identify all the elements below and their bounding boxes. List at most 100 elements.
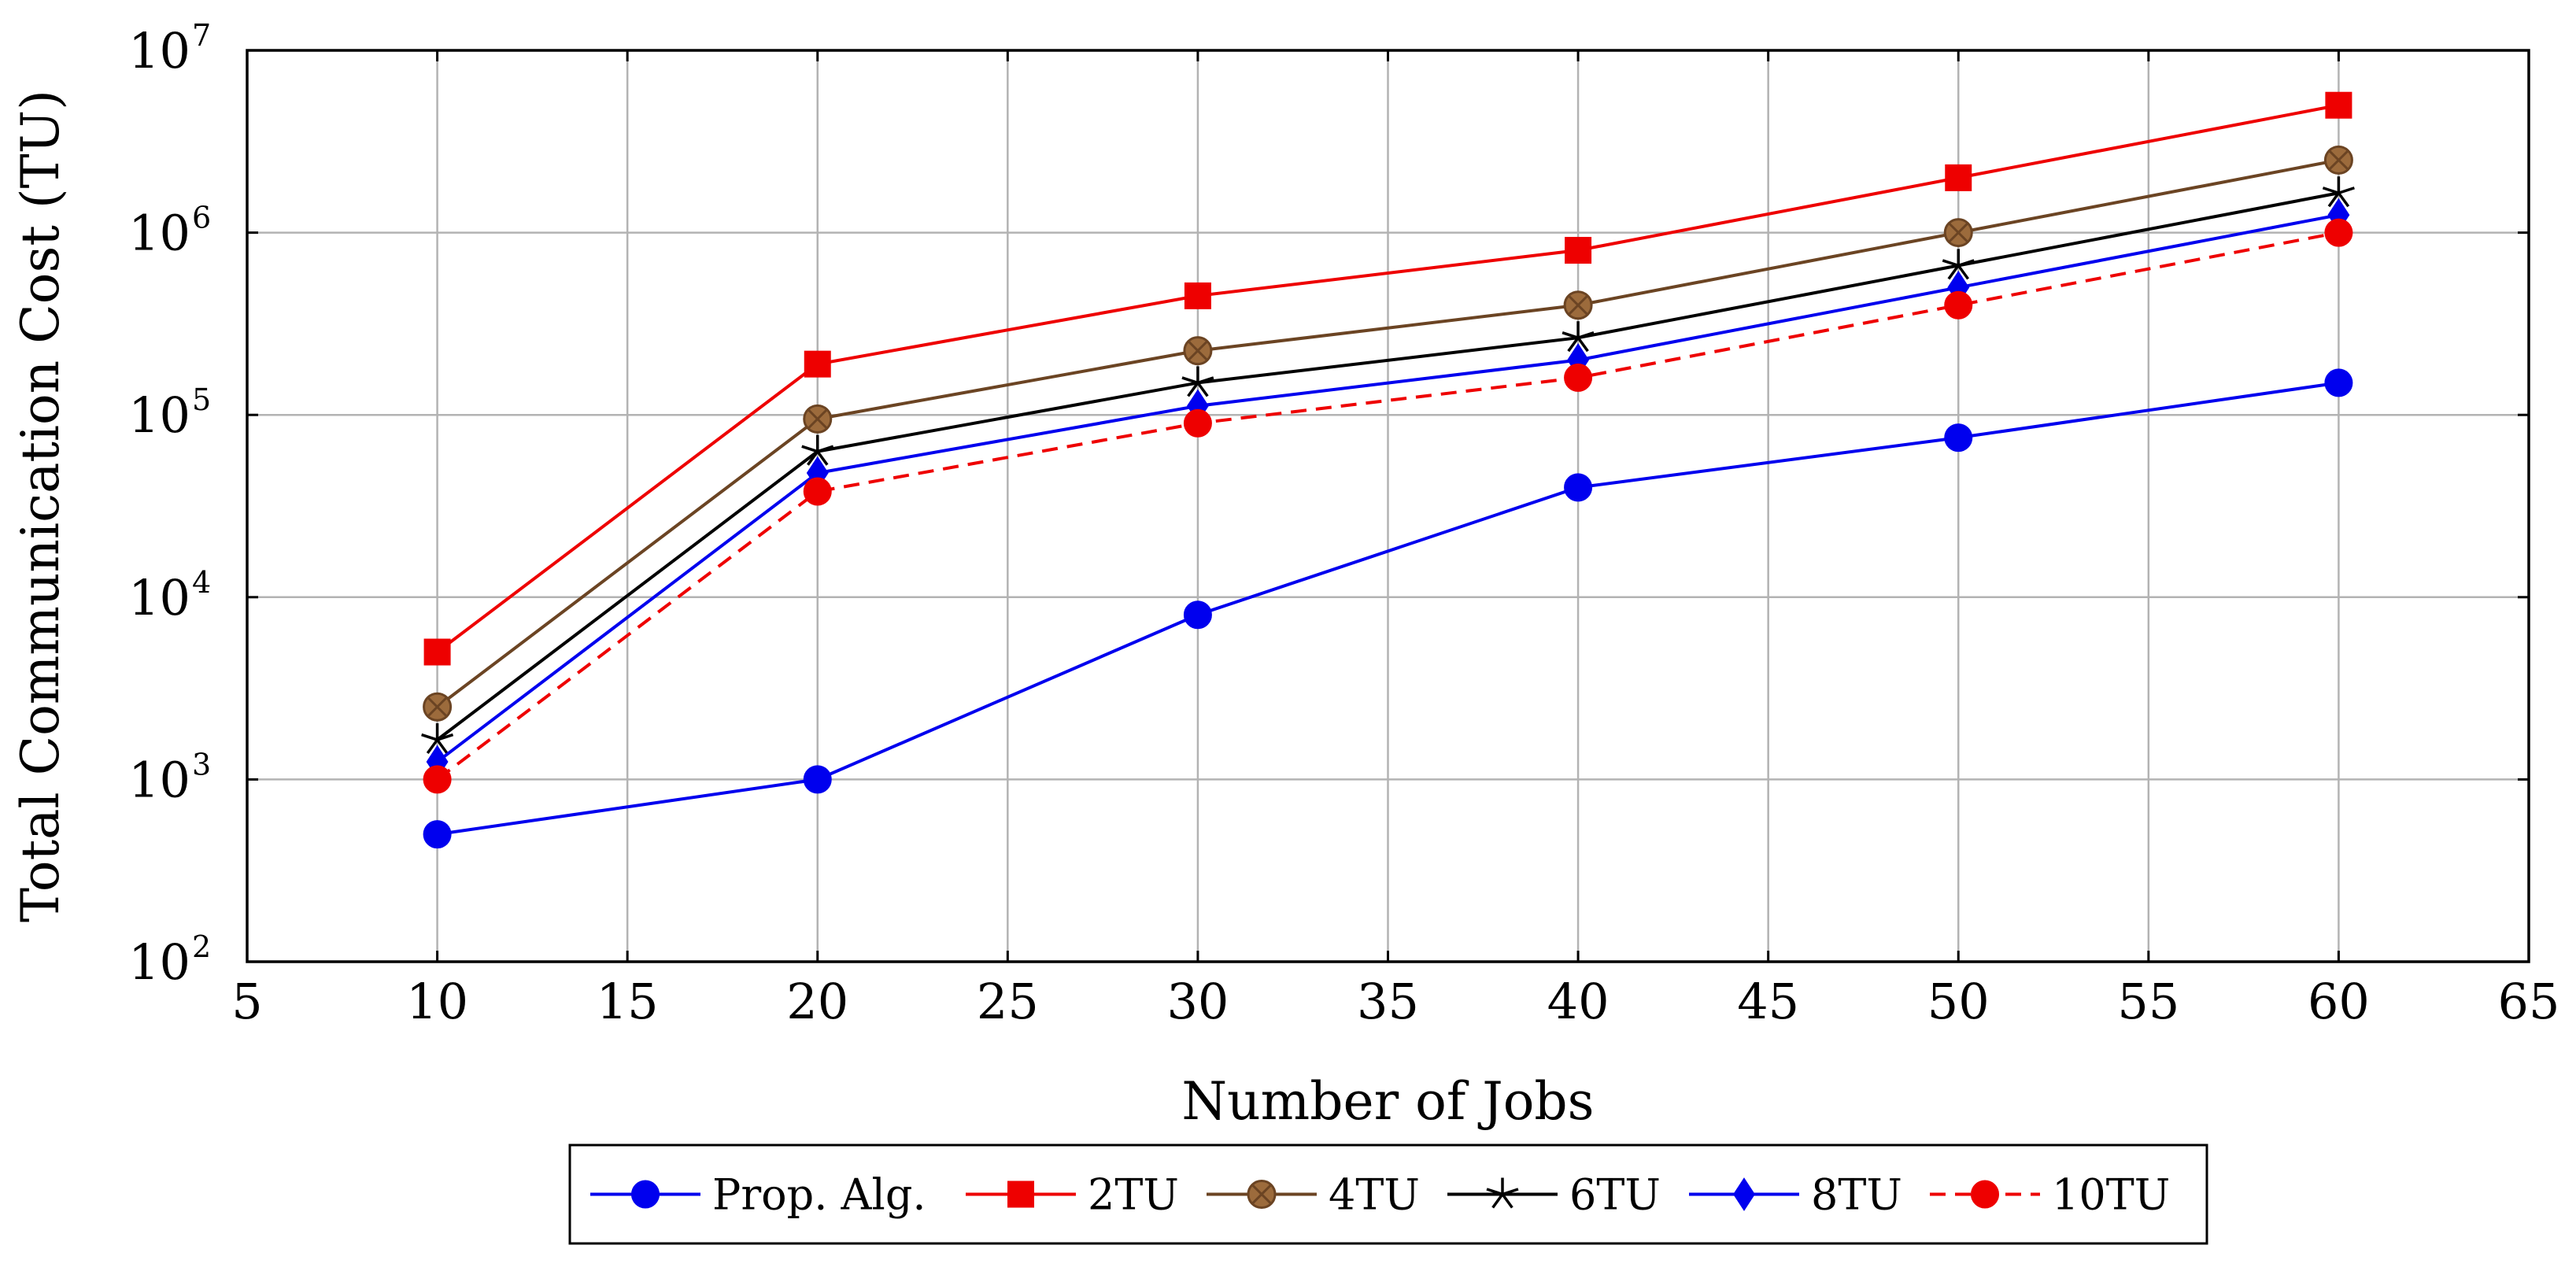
data-point bbox=[1565, 237, 1592, 264]
series-6tu bbox=[421, 176, 2355, 755]
x-tick-label: 5 bbox=[231, 973, 262, 1030]
x-tick-label: 20 bbox=[786, 973, 848, 1030]
data-point bbox=[803, 404, 833, 434]
legend-entry: 8TU bbox=[1689, 1170, 1902, 1220]
data-point bbox=[2324, 218, 2353, 247]
x-tick-label: 25 bbox=[977, 973, 1039, 1030]
data-point bbox=[423, 638, 451, 666]
data-point bbox=[801, 434, 834, 466]
y-tick-base: 10 bbox=[128, 569, 190, 626]
series-4tu bbox=[423, 145, 2353, 722]
data-point-ray bbox=[1942, 259, 1959, 268]
data-point-ray bbox=[801, 445, 819, 453]
series-line bbox=[436, 231, 2339, 781]
data-point-ray bbox=[1187, 382, 1199, 397]
data-point bbox=[2323, 145, 2353, 175]
data-point-ray bbox=[1576, 337, 1589, 353]
data-point bbox=[1733, 1177, 1755, 1211]
legend: Prop. Alg. 2TU 4TU 6TU 8TU 10TU bbox=[568, 1144, 2208, 1245]
series-line bbox=[436, 158, 2339, 708]
data-point bbox=[1944, 290, 1973, 320]
x-axis-title: Number of Jobs bbox=[1181, 1071, 1594, 1132]
data-point-ray bbox=[426, 739, 438, 755]
data-point-cross bbox=[427, 696, 448, 718]
series-line bbox=[436, 103, 2339, 654]
data-point-ray bbox=[1486, 1188, 1503, 1196]
data-point-cross bbox=[1187, 340, 1208, 361]
data-point bbox=[421, 723, 454, 755]
data-point-cross bbox=[2328, 150, 2349, 171]
data-point bbox=[1184, 282, 1211, 309]
data-point bbox=[1183, 336, 1213, 366]
legend-entry: 10TU bbox=[1930, 1170, 2170, 1220]
y-axis-title: Total Communication Cost (TU) bbox=[10, 90, 71, 922]
y-tick-label: 10 7 bbox=[128, 18, 211, 79]
y-tick-exponent: 2 bbox=[192, 929, 211, 964]
series-10tu bbox=[423, 218, 2353, 794]
data-point-ray bbox=[421, 733, 438, 741]
y-tick-base: 10 bbox=[128, 933, 190, 991]
y-tick-exponent: 5 bbox=[192, 382, 211, 417]
data-point-ray bbox=[2327, 192, 2340, 208]
data-point-ray bbox=[1491, 1193, 1504, 1209]
data-point-ray bbox=[1561, 331, 1579, 339]
y-tick-exponent: 3 bbox=[192, 747, 211, 781]
y-tick-label: 10 4 bbox=[128, 565, 211, 626]
legend-label: 10TU bbox=[2052, 1170, 2170, 1220]
data-point bbox=[1945, 164, 1972, 191]
data-point bbox=[1971, 1180, 1999, 1209]
data-point-ray bbox=[1196, 382, 1209, 397]
data-point-ray bbox=[1181, 376, 1199, 385]
data-point-ray bbox=[437, 733, 454, 741]
data-point bbox=[1183, 600, 1212, 630]
x-tick-label: 40 bbox=[1547, 973, 1610, 1030]
legend-label: 8TU bbox=[1811, 1170, 1902, 1220]
x-tick-label: 60 bbox=[2308, 973, 2370, 1030]
grid-lines bbox=[247, 50, 2529, 962]
data-point bbox=[1564, 363, 1593, 392]
data-point bbox=[804, 350, 831, 378]
data-point-cross bbox=[1568, 294, 1589, 316]
y-tick-exponent: 6 bbox=[192, 201, 211, 235]
data-point-ray bbox=[817, 445, 834, 453]
legend-label: 6TU bbox=[1569, 1170, 1661, 1220]
data-point-cross bbox=[1251, 1184, 1273, 1205]
series-prop-alg bbox=[423, 368, 2353, 849]
data-point bbox=[1563, 290, 1593, 320]
data-point bbox=[423, 765, 452, 794]
y-tick-exponent: 4 bbox=[192, 565, 211, 600]
y-tick-label: 10 5 bbox=[128, 382, 211, 444]
y-tick-exponent: 7 bbox=[192, 18, 211, 53]
data-point-ray bbox=[1197, 376, 1214, 385]
data-point-cross bbox=[1948, 222, 1969, 243]
data-point-ray bbox=[1567, 337, 1580, 353]
data-point bbox=[423, 820, 452, 849]
data-point bbox=[1942, 249, 1975, 280]
data-point-ray bbox=[1501, 1193, 1513, 1209]
x-tick-label: 30 bbox=[1166, 973, 1229, 1030]
x-tick-label: 50 bbox=[1927, 973, 1990, 1030]
data-point bbox=[1486, 1177, 1519, 1209]
data-point bbox=[1564, 473, 1593, 502]
data-point-ray bbox=[2338, 187, 2355, 194]
legend-entry: Prop. Alg. bbox=[590, 1170, 926, 1220]
series-layer bbox=[421, 91, 2355, 849]
x-tick-label: 35 bbox=[1357, 973, 1419, 1030]
legend-label: 2TU bbox=[1088, 1170, 1179, 1220]
data-point bbox=[1183, 408, 1212, 438]
data-point bbox=[631, 1180, 660, 1209]
legend-label: Prop. Alg. bbox=[712, 1170, 926, 1220]
x-tick-label: 15 bbox=[597, 973, 659, 1030]
y-tick-base: 10 bbox=[128, 205, 190, 262]
series-line bbox=[437, 381, 2339, 837]
data-point bbox=[2322, 176, 2355, 208]
data-point-ray bbox=[1957, 259, 1975, 268]
legend-entry: 2TU bbox=[966, 1170, 1179, 1220]
series-line bbox=[436, 213, 2339, 763]
data-point bbox=[1247, 1180, 1277, 1209]
legend-entry: 4TU bbox=[1207, 1170, 1420, 1220]
legend-label: 4TU bbox=[1329, 1170, 1420, 1220]
data-point bbox=[1943, 218, 1973, 248]
